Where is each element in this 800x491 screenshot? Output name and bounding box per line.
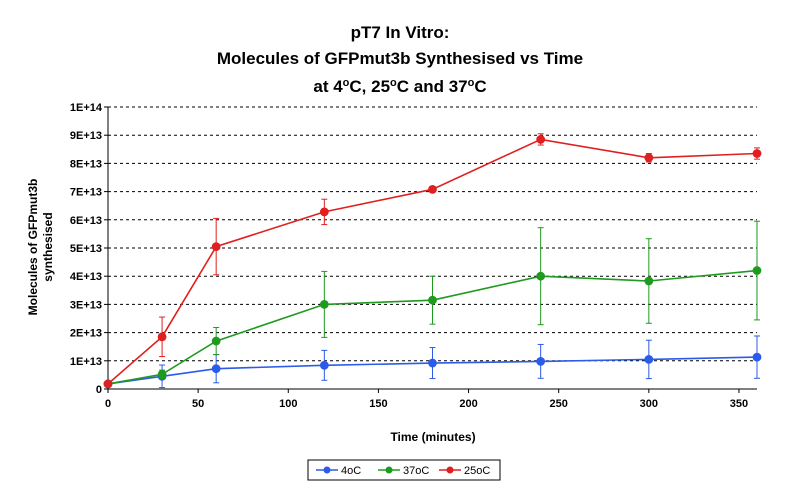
title-part-25c: C, 25 <box>349 77 390 96</box>
data-point-37oC-7 <box>752 266 762 275</box>
y-tick-label-1: 1E+13 <box>70 356 102 368</box>
data-point-25oC-2 <box>211 242 221 251</box>
x-tick-label-7: 350 <box>730 398 748 410</box>
data-point-4oC-7 <box>752 352 762 362</box>
y-tick-label-0: 0 <box>96 384 102 396</box>
data-point-4oC-2 <box>211 364 221 374</box>
data-point-4oC-3 <box>319 360 329 370</box>
legend-marker-4oC <box>323 466 331 474</box>
title-part-c: C <box>474 77 486 96</box>
x-tick-label-4: 200 <box>459 398 477 410</box>
x-tick-label-3: 150 <box>369 398 387 410</box>
series-line-4oC <box>107 356 758 385</box>
data-point-37oC-5 <box>536 271 546 281</box>
y-tick-label-2: 2E+13 <box>70 328 102 340</box>
y-axis-label: Molecules of GFPmut3b synthesised <box>26 179 55 316</box>
data-point-4oC-5 <box>536 356 546 366</box>
series-line-25oC <box>107 138 758 385</box>
legend: 4oC 37oC 25oC <box>307 459 501 481</box>
data-point-25oC-7 <box>752 149 762 158</box>
data-point-37oC-2 <box>211 336 221 346</box>
y-axis-label-line-1: Molecules of GFPmut3b <box>26 179 40 316</box>
degree-sup-3: o <box>468 77 475 89</box>
data-point-25oC-0 <box>103 379 113 389</box>
legend-marker-25oC <box>446 466 454 474</box>
data-point-37oC-6 <box>644 276 654 286</box>
x-tick-label-1: 50 <box>192 398 204 410</box>
data-point-37oC-1 <box>157 369 167 379</box>
x-axis-label: Time (minutes) <box>390 430 475 444</box>
data-point-4oC-6 <box>644 354 654 364</box>
data-point-4oC-4 <box>428 358 437 368</box>
data-point-25oC-5 <box>536 135 546 144</box>
legend-label-25oC: 25oC <box>464 465 490 477</box>
title-part-37c: C and 37 <box>397 77 468 96</box>
data-point-37oC-4 <box>428 295 437 305</box>
data-point-25oC-6 <box>644 153 654 163</box>
x-ticks: 0 50 100 150 200 250 300 350 <box>105 389 748 410</box>
chart-title-line-2: Molecules of GFPmut3b Synthesised vs Tim… <box>217 49 583 68</box>
data-point-37oC-3 <box>319 299 329 309</box>
y-tick-label-10: 1E+14 <box>70 102 103 114</box>
x-tick-label-5: 250 <box>550 398 568 410</box>
data-point-25oC-4 <box>428 184 437 194</box>
y-tick-label-3: 3E+13 <box>70 299 102 311</box>
degree-sup-1: o <box>343 77 350 89</box>
series-line-37oC <box>107 269 758 385</box>
legend-label-4oC: 4oC <box>341 465 361 477</box>
y-tick-label-6: 6E+13 <box>70 215 102 227</box>
series-4oC <box>103 335 762 389</box>
y-axis-label-line-2: synthesised <box>41 212 55 281</box>
series-25oC <box>103 133 762 389</box>
x-tick-label-6: 300 <box>640 398 658 410</box>
y-ticks: 0 1E+13 2E+13 3E+13 4E+13 5E+13 6E+13 7E+13 8E+1… <box>70 102 108 396</box>
y-tick-label-8: 8E+13 <box>70 158 102 170</box>
x-tick-label-2: 100 <box>279 398 297 410</box>
series-37oC <box>103 220 762 389</box>
legend-label-37oC: 37oC <box>403 465 429 477</box>
y-tick-label-7: 7E+13 <box>70 187 102 199</box>
x-tick-label-0: 0 <box>105 398 111 410</box>
legend-box <box>307 459 501 481</box>
legend-marker-37oC <box>385 466 393 474</box>
chart-title-line-3: at 4oC, 25oC and 37oC <box>313 77 486 96</box>
y-tick-label-5: 5E+13 <box>70 243 102 255</box>
y-tick-label-9: 9E+13 <box>70 130 102 142</box>
y-tick-label-4: 4E+13 <box>70 271 102 283</box>
degree-sup-2: o <box>390 77 397 89</box>
chart-title-line-1: pT7 In Vitro: <box>351 23 450 42</box>
data-point-25oC-1 <box>157 332 167 342</box>
series-group <box>103 133 762 389</box>
title-part-4c: at 4 <box>313 77 343 96</box>
data-point-25oC-3 <box>319 207 329 217</box>
